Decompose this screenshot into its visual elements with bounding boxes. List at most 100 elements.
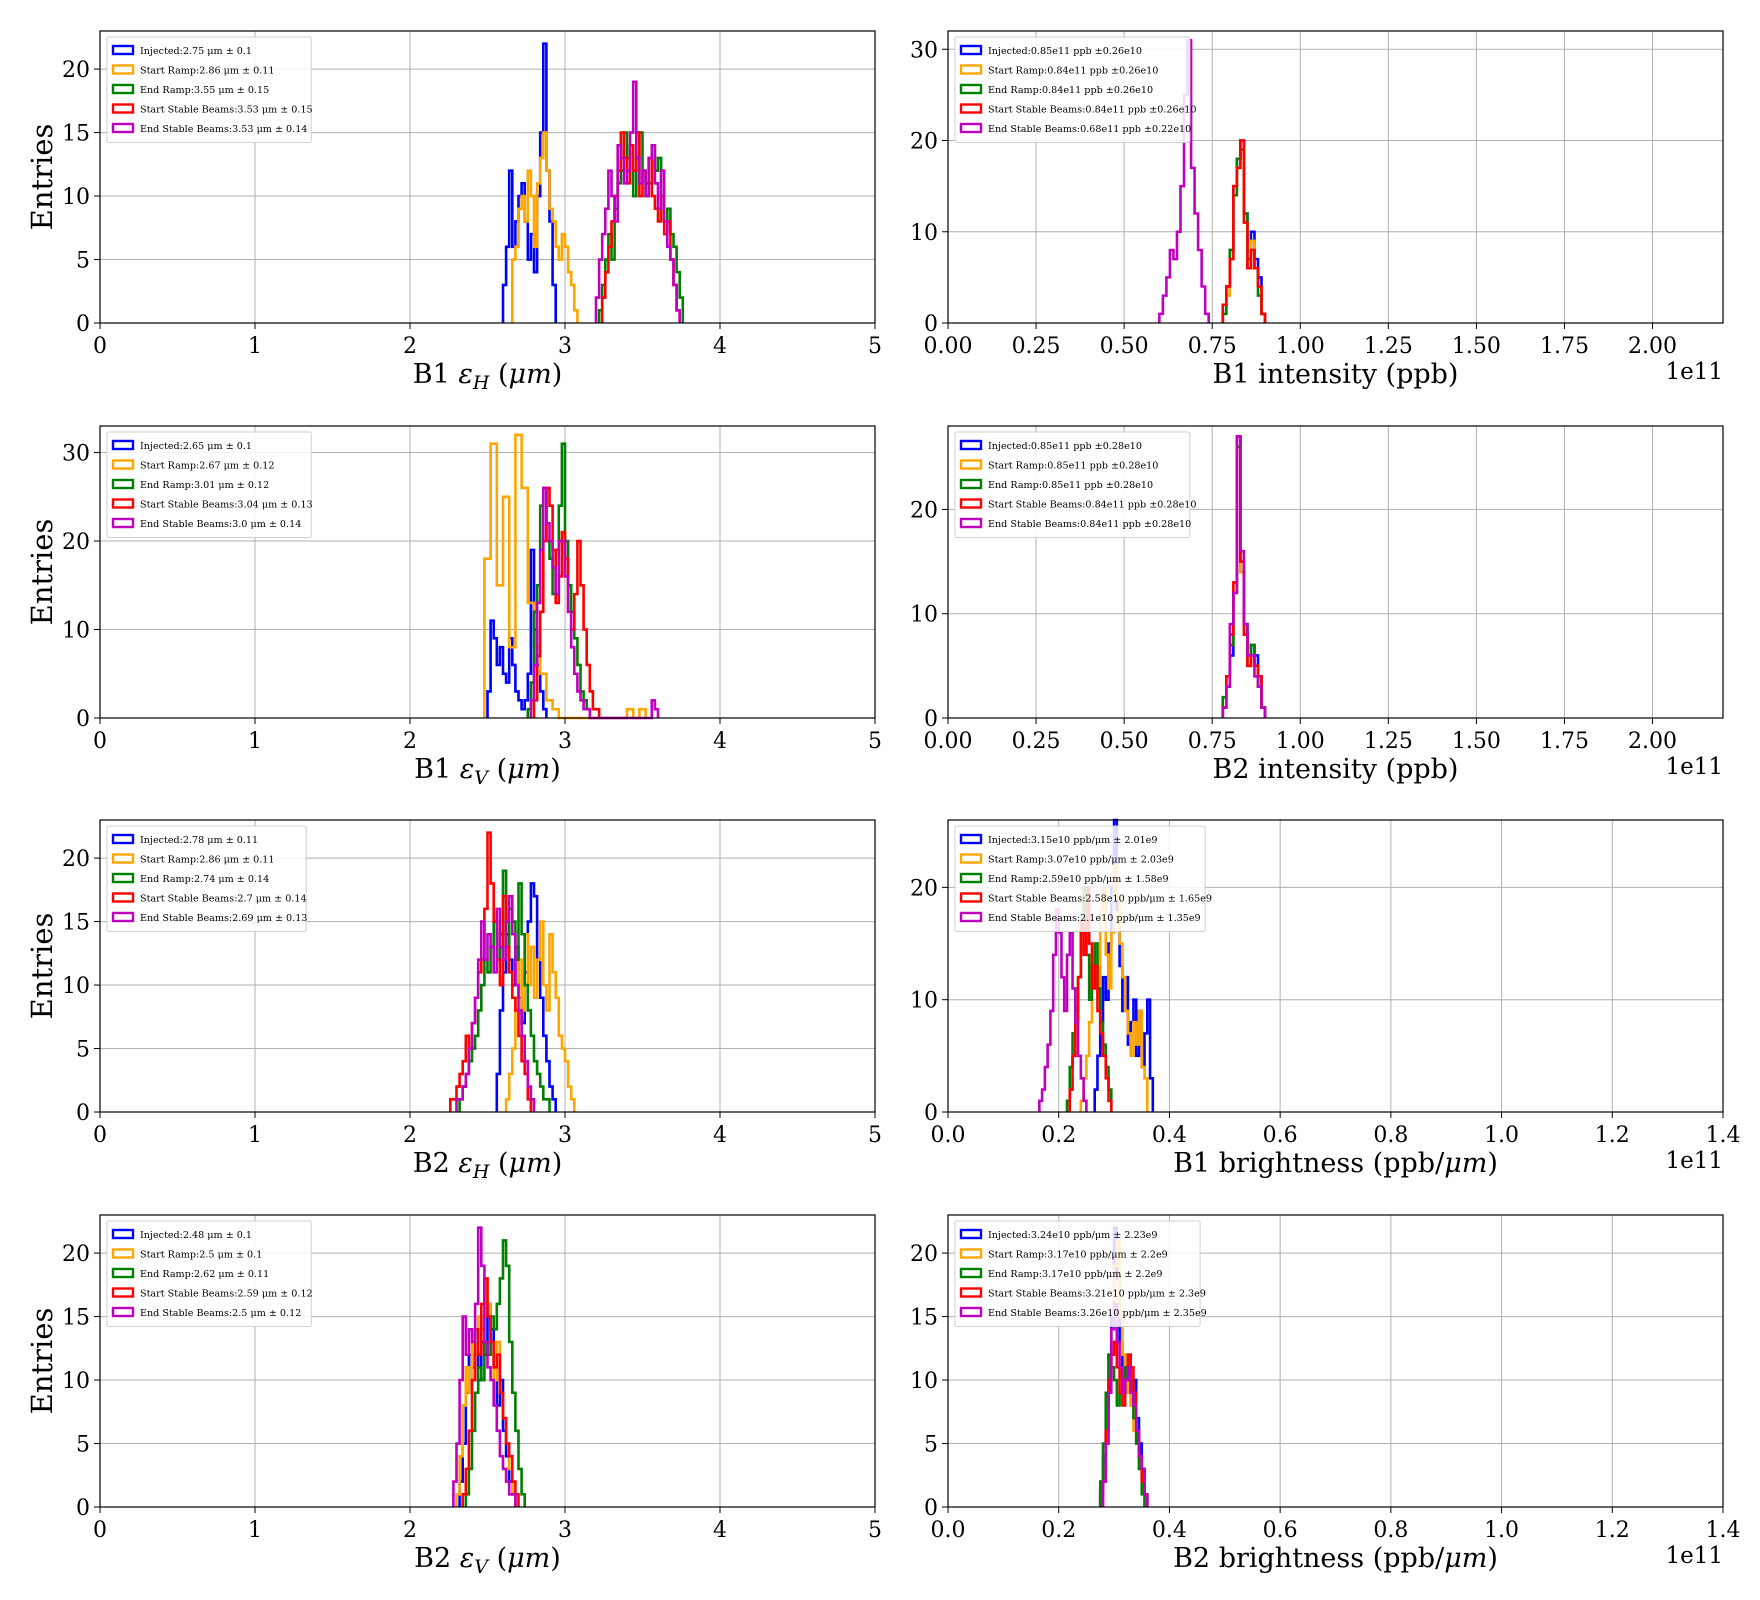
b1-brightness-ytick-label: 20 [910, 876, 938, 901]
b1-eh-xtick-label: 4 [713, 334, 727, 359]
b2-brightness-ytick-label: 15 [910, 1306, 938, 1331]
b2-ev-ylabel: Entries [25, 1308, 59, 1415]
b2-brightness-xtick-label: 0.8 [1373, 1518, 1408, 1543]
b2-eh-legend-entry: Start Stable Beams:2.7 μm ± 0.14 [140, 894, 307, 905]
b2-brightness-xtick-label: 1.4 [1706, 1518, 1741, 1543]
b1-eh-legend-swatch [111, 83, 135, 95]
b1-eh-xlabel: B1 εH (μm) [413, 359, 563, 394]
b2-eh-hist-start-ramp [504, 920, 576, 1112]
b1-ev-legend-swatch [111, 517, 135, 529]
b2-eh-xtick-label: 4 [713, 1123, 727, 1148]
b1-eh-hist-end-stable-beams [594, 80, 681, 323]
b1-brightness-offset-text: 1e11 [1665, 1148, 1723, 1174]
b2-ev-xtick-label: 5 [868, 1518, 882, 1543]
b1-ev-xtick-label: 0 [93, 729, 107, 754]
b1-brightness-legend-entry: End Ramp:2.59e10 ppb/μm ± 1.58e9 [988, 874, 1169, 885]
b2-eh-xtick-label: 0 [93, 1123, 107, 1148]
b2-brightness-xtick-label: 0.4 [1152, 1518, 1187, 1543]
panel-b1-eh: 0 1 2 3 4 5 0 5 10 15 20 B1 εH (μm) Entries Injected:… [25, 30, 882, 394]
b1-eh-legend-entry: End Stable Beams:3.53 μm ± 0.14 [140, 124, 307, 135]
b1-ev-legend-entry: End Ramp:3.01 μm ± 0.12 [140, 480, 269, 491]
b2-intensity-xlabel: B2 intensity (ppb) [1213, 754, 1459, 785]
b1-eh-legend-entry: End Ramp:3.55 μm ± 0.15 [140, 85, 269, 96]
b1-brightness-legend-swatch [959, 872, 983, 884]
b1-brightness-xtick-label: 0.8 [1373, 1123, 1408, 1148]
b2-intensity-legend-entry: End Ramp:0.85e11 ppb ±0.28e10 [988, 480, 1153, 491]
b2-ev-ytick-label: 20 [62, 1242, 90, 1267]
b1-ev-legend-swatch [111, 459, 135, 470]
b2-ev-axes-frame [99, 1214, 876, 1508]
b2-intensity-xtick-label: 1.75 [1540, 729, 1589, 754]
b2-intensity-ytick-label: 0 [924, 707, 938, 732]
b1-brightness-xtick-label: 1.0 [1484, 1123, 1519, 1148]
b1-intensity-xtick-label: 0.50 [1100, 334, 1149, 359]
b1-eh-legend-swatch [111, 64, 135, 75]
b1-intensity-legend-entry: End Stable Beams:0.68e11 ppb ±0.22e10 [988, 124, 1191, 135]
b1-intensity-xtick-label: 2.00 [1628, 334, 1677, 359]
b1-intensity-xtick-label: 1.00 [1276, 334, 1325, 359]
b2-intensity-xtick-label: 0.00 [924, 729, 973, 754]
b1-intensity-legend-entry: Injected:0.85e11 ppb ±0.26e10 [988, 46, 1142, 57]
b2-eh-hist-end-stable-beams [455, 894, 536, 1112]
b2-eh-xtick-label: 5 [868, 1123, 882, 1148]
b2-ev-legend-swatch [111, 1228, 135, 1240]
b1-eh-axes-frame [99, 30, 876, 324]
b2-eh-xtick-label: 2 [403, 1123, 417, 1148]
b1-intensity-legend-swatch [959, 64, 983, 75]
b2-ev-ytick-label: 10 [62, 1369, 90, 1394]
b1-eh-xtick-label: 5 [868, 334, 882, 359]
b1-intensity-xtick-label: 0.00 [924, 334, 973, 359]
b2-eh-legend-swatch [111, 853, 135, 864]
panel-b1-brightness: 0.0 0.2 0.4 0.6 0.8 1.0 1.2 1.4 0 10 20 B1 brightne… [910, 818, 1741, 1179]
b2-brightness-legend-entry: End Stable Beams:3.26e10 ppb/μm ± 2.35e9 [988, 1308, 1207, 1319]
b2-ev-legend-entry: End Ramp:2.62 μm ± 0.11 [140, 1269, 269, 1280]
b1-ev-legend-entry: End Stable Beams:3.0 μm ± 0.14 [140, 519, 301, 530]
b2-eh-ylabel: Entries [25, 913, 59, 1020]
b2-ev-ytick-label: 5 [76, 1433, 90, 1458]
b2-eh-ytick-label: 5 [76, 1038, 90, 1063]
b2-ev-hist-start-stable-beams [461, 1277, 520, 1507]
b1-eh-legend-entry: Start Stable Beams:3.53 μm ± 0.15 [140, 105, 313, 116]
b2-ev-xtick-label: 4 [713, 1518, 727, 1543]
b1-eh-legend-swatch [111, 122, 135, 134]
b1-brightness-xtick-label: 0.4 [1152, 1123, 1187, 1148]
b2-brightness-axes-frame [947, 1214, 1724, 1508]
b2-ev-legend-entry: Injected:2.48 μm ± 0.1 [140, 1230, 252, 1241]
b1-intensity-legend-swatch [959, 83, 983, 95]
b1-intensity-hist-start-stable-beams [1221, 139, 1267, 323]
b1-brightness-legend-swatch [959, 911, 983, 923]
b1-ev-legend-swatch [111, 478, 135, 490]
b2-intensity-xtick-label: 1.00 [1276, 729, 1325, 754]
b1-intensity-xlabel: B1 intensity (ppb) [1213, 359, 1459, 390]
b2-intensity-legend-box [954, 431, 1191, 538]
b1-brightness-legend-swatch [959, 892, 983, 903]
b2-intensity-legend-entry: Start Ramp:0.85e11 ppb ±0.28e10 [988, 461, 1158, 472]
b1-brightness-legend-entry: End Stable Beams:2.1e10 ppb/μm ± 1.35e9 [988, 913, 1201, 924]
b2-brightness-legend-swatch [959, 1267, 983, 1279]
b1-eh-legend-entry: Injected:2.75 μm ± 0.1 [140, 46, 252, 57]
b1-brightness-xtick-label: 0.0 [931, 1123, 966, 1148]
b1-ev-ylabel: Entries [25, 519, 59, 626]
b2-eh-axes-frame [99, 819, 876, 1113]
b2-brightness-xtick-label: 1.0 [1484, 1518, 1519, 1543]
b1-eh-xtick-label: 2 [403, 334, 417, 359]
b2-ev-xlabel: B2 εV (μm) [414, 1543, 561, 1578]
b1-intensity-xtick-label: 0.25 [1012, 334, 1061, 359]
b2-eh-legend-swatch [111, 872, 135, 884]
b2-intensity-legend-swatch [959, 517, 983, 529]
b1-brightness-legend-swatch [959, 833, 983, 845]
b2-ev-xtick-label: 3 [558, 1518, 572, 1543]
b1-intensity-xtick-label: 1.25 [1364, 334, 1413, 359]
panel-b1-ev: 0 1 2 3 4 5 0 10 20 30 B1 εV (μm) Entries Injected:2… [25, 425, 882, 789]
b2-intensity-legend: Injected:0.85e11 ppb ±0.28e10 Start Ramp:… [954, 431, 1196, 538]
b2-intensity-legend-swatch [959, 439, 983, 451]
b2-brightness-legend-swatch [959, 1248, 983, 1259]
b1-eh-legend: Injected:2.75 μm ± 0.1 Start Ramp:2.86 μm… [106, 36, 313, 143]
b2-intensity-xtick-label: 1.25 [1364, 729, 1413, 754]
b1-brightness-legend-entry: Injected:3.15e10 ppb/μm ± 2.01e9 [988, 835, 1157, 846]
b2-brightness-legend: Injected:3.24e10 ppb/μm ± 2.23e9 Start Ra… [954, 1220, 1207, 1327]
b1-eh-legend-box [106, 36, 312, 143]
b2-ev-xtick-label: 0 [93, 1518, 107, 1543]
b1-ev-legend: Injected:2.65 μm ± 0.1 Start Ramp:2.67 μm… [106, 431, 313, 538]
b2-intensity-ytick-label: 10 [910, 603, 938, 628]
